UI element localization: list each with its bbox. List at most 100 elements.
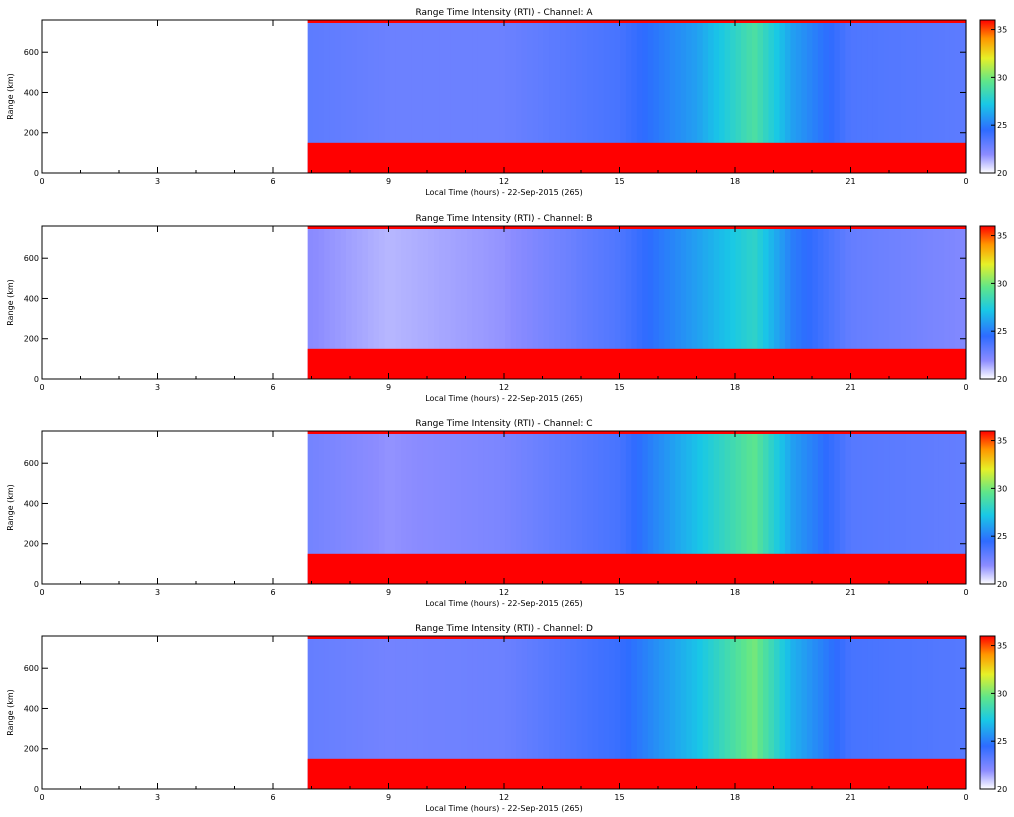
intensity-column bbox=[576, 226, 583, 379]
x-tick-label: 3 bbox=[155, 588, 160, 597]
intensity-column bbox=[817, 226, 824, 379]
x-tick-label: 9 bbox=[386, 588, 391, 597]
intensity-column bbox=[450, 636, 457, 789]
intensity-column bbox=[351, 636, 358, 789]
intensity-column bbox=[510, 431, 517, 584]
intensity-column bbox=[823, 20, 830, 173]
intensity-column bbox=[916, 636, 923, 789]
intensity-column bbox=[894, 636, 901, 789]
intensity-column bbox=[779, 226, 786, 379]
intensity-column bbox=[834, 226, 841, 379]
intensity-column bbox=[806, 431, 813, 584]
intensity-column bbox=[466, 636, 473, 789]
intensity-column bbox=[406, 431, 413, 584]
intensity-column bbox=[916, 226, 923, 379]
intensity-column bbox=[763, 226, 770, 379]
intensity-column bbox=[340, 636, 347, 789]
intensity-column bbox=[768, 431, 775, 584]
intensity-column bbox=[439, 636, 446, 789]
intensity-column bbox=[472, 636, 479, 789]
intensity-column bbox=[691, 431, 698, 584]
intensity-column bbox=[960, 20, 967, 173]
intensity-column bbox=[653, 431, 660, 584]
intensity-column bbox=[395, 431, 402, 584]
intensity-column bbox=[911, 636, 918, 789]
intensity-column bbox=[598, 20, 605, 173]
intensity-column bbox=[664, 20, 671, 173]
intensity-column bbox=[510, 636, 517, 789]
intensity-column bbox=[850, 431, 857, 584]
intensity-column bbox=[406, 636, 413, 789]
colorbar bbox=[980, 431, 995, 584]
intensity-column bbox=[845, 431, 852, 584]
intensity-column bbox=[488, 20, 495, 173]
intensity-column bbox=[741, 20, 748, 173]
intensity-column bbox=[483, 431, 490, 584]
intensity-column bbox=[834, 431, 841, 584]
intensity-column bbox=[883, 636, 890, 789]
intensity-column bbox=[878, 20, 885, 173]
intensity-column bbox=[422, 20, 429, 173]
intensity-column bbox=[850, 226, 857, 379]
intensity-column bbox=[411, 20, 418, 173]
intensity-column bbox=[669, 226, 676, 379]
intensity-column bbox=[450, 20, 457, 173]
panel-title: Range Time Intensity (RTI) - Channel: C bbox=[415, 419, 592, 429]
intensity-column bbox=[752, 226, 759, 379]
intensity-column bbox=[675, 20, 682, 173]
intensity-column bbox=[642, 20, 649, 173]
x-tick-label: 9 bbox=[386, 793, 391, 802]
intensity-column bbox=[636, 636, 643, 789]
intensity-column bbox=[417, 226, 424, 379]
intensity-column bbox=[905, 431, 912, 584]
intensity-column bbox=[455, 20, 462, 173]
y-tick-label: 200 bbox=[24, 129, 39, 138]
intensity-column bbox=[900, 226, 907, 379]
intensity-column bbox=[335, 636, 342, 789]
intensity-column bbox=[938, 636, 945, 789]
intensity-column bbox=[614, 636, 621, 789]
intensity-column bbox=[872, 226, 879, 379]
intensity-column bbox=[664, 226, 671, 379]
intensity-column bbox=[916, 20, 923, 173]
intensity-column bbox=[960, 636, 967, 789]
colorbar-tick-label: 35 bbox=[997, 232, 1007, 241]
intensity-column bbox=[483, 20, 490, 173]
intensity-column bbox=[499, 636, 506, 789]
intensity-column bbox=[944, 226, 951, 379]
intensity-column bbox=[488, 636, 495, 789]
intensity-column bbox=[669, 431, 676, 584]
x-axis-label: Local Time (hours) - 22-Sep-2015 (265) bbox=[425, 804, 583, 813]
intensity-column bbox=[483, 636, 490, 789]
intensity-column bbox=[620, 636, 627, 789]
ground-clutter-band bbox=[307, 758, 966, 789]
intensity-column bbox=[927, 20, 934, 173]
intensity-column bbox=[631, 20, 638, 173]
intensity-column bbox=[433, 431, 440, 584]
intensity-column bbox=[505, 636, 512, 789]
intensity-column bbox=[368, 431, 375, 584]
intensity-column bbox=[406, 20, 413, 173]
intensity-column bbox=[861, 20, 868, 173]
intensity-column bbox=[763, 636, 770, 789]
intensity-column bbox=[554, 226, 561, 379]
intensity-column bbox=[527, 431, 534, 584]
intensity-column bbox=[746, 636, 753, 789]
intensity-column bbox=[757, 636, 764, 789]
x-tick-label: 3 bbox=[155, 177, 160, 186]
intensity-column bbox=[828, 431, 835, 584]
intensity-column bbox=[773, 20, 781, 173]
intensity-column bbox=[510, 20, 517, 173]
intensity-column bbox=[960, 431, 967, 584]
colorbar-frame bbox=[979, 635, 996, 790]
intensity-column bbox=[664, 636, 671, 789]
intensity-column bbox=[373, 226, 380, 379]
intensity-column bbox=[461, 226, 468, 379]
intensity-column bbox=[592, 636, 600, 789]
intensity-column bbox=[911, 226, 918, 379]
intensity-column bbox=[549, 636, 556, 789]
intensity-column bbox=[570, 431, 578, 584]
intensity-column bbox=[422, 226, 429, 379]
intensity-column bbox=[790, 431, 797, 584]
